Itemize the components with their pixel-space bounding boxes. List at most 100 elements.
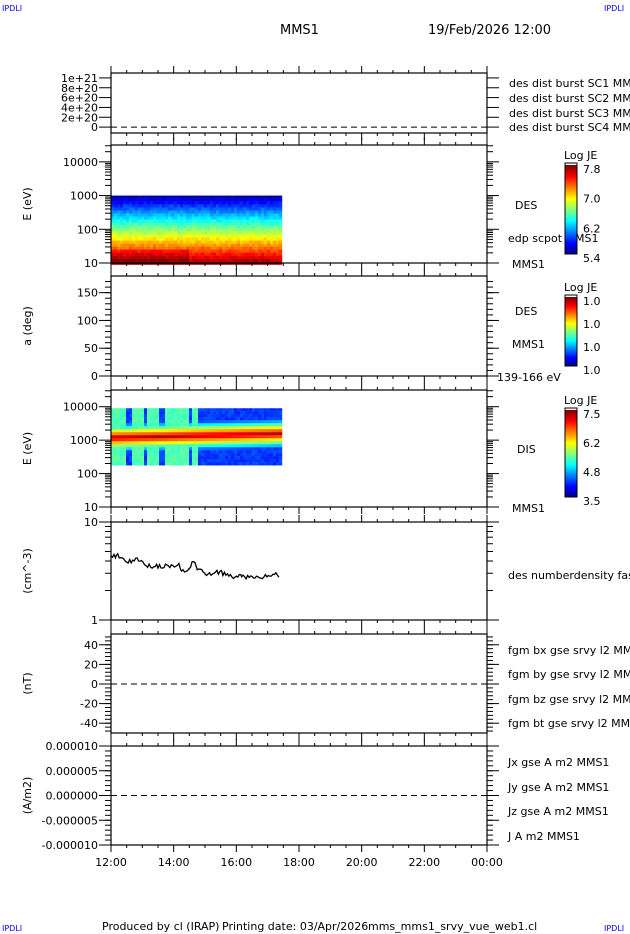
colorbar-segment [565,423,577,425]
spectrogram-cell [165,462,169,466]
colorbar-segment [565,487,577,489]
spectrogram-cell [123,201,127,205]
spectrogram-cell [201,219,205,223]
spectrogram-cell [162,408,166,412]
spectrogram-cell [129,216,133,220]
spectrogram-cell [111,414,115,418]
spectrogram-cell [258,195,262,199]
spectrogram-cell [114,420,118,424]
spectrogram-cell [252,426,256,430]
panel-frame [110,633,488,734]
spectrogram-cell [192,462,196,466]
spectrogram-cell [225,234,229,238]
spectrogram-cell [219,411,223,415]
spectrogram-cell [153,450,157,454]
spectrogram-cell [210,408,214,412]
spectrogram-cell [276,426,280,430]
spectrogram-cell [255,453,259,457]
spectrogram-cell [198,420,202,424]
spectrogram-cell [186,411,190,415]
spectrogram-cell [123,237,127,241]
spectrogram-cell [240,438,244,442]
spectrogram-cell [177,408,181,412]
spectrogram-cell [243,201,247,205]
spectrogram-cell [162,426,166,430]
spectrogram-cell [195,432,199,436]
spectrogram-cell [147,225,151,229]
spectrogram-cell [195,255,199,259]
spectrogram-cell [171,219,175,223]
spectrogram-cell [216,255,220,259]
spectrogram-cell [201,198,205,202]
spectrogram-cell [270,423,274,427]
spectrogram-cell [144,198,148,202]
spectrogram-cell [246,195,250,199]
spectrogram-cell [255,210,259,214]
spectrogram-cell [228,219,232,223]
spectrogram-cell [186,435,190,439]
spectrogram-cell [273,210,277,214]
spectrogram-cell [165,195,169,199]
spectrogram-cell [252,420,256,424]
spectrogram-cell [279,453,283,457]
spectrogram-cell [228,216,232,220]
spectrogram-cell [150,231,154,235]
spectrogram-cell [279,414,283,418]
spectrogram-cell [186,453,190,457]
spectrogram-cell [123,447,127,451]
spectrogram-cell [189,456,193,460]
spectrogram-cell [114,204,118,208]
spectrogram-cell [153,438,157,442]
spectrogram-cell [237,414,241,418]
spectrogram-cell [279,444,283,448]
spectrogram-cell [138,441,142,445]
spectrogram-cell [126,258,130,262]
spectrogram-cell [120,456,124,460]
spectrogram-cell [129,201,133,205]
spectrogram-cell [267,240,271,244]
colorbar-segment [565,417,577,419]
spectrogram-cell [192,255,196,259]
spectrogram-cell [189,207,193,211]
spectrogram-cell [210,234,214,238]
spectrogram-cell [243,255,247,259]
spectrogram-cell [153,237,157,241]
spectrogram-cell [159,444,163,448]
spectrogram-cell [213,408,217,412]
spectrogram-cell [252,216,256,220]
colorbar-frame [564,162,578,255]
spectrogram-cell [147,444,151,448]
spectrogram-cell [183,411,187,415]
spectrogram-cell [207,210,211,214]
spectrogram-cell [117,231,121,235]
spectrogram-cell [219,216,223,220]
spectrogram-cell [213,210,217,214]
spectrogram-cell [264,456,268,460]
spectrogram-cell [219,417,223,421]
spectrogram-cell [129,450,133,454]
spectrogram-cell [117,243,121,247]
spectrogram-cell [201,213,205,217]
spectrogram-cell [243,441,247,445]
colorbar-segment [565,357,577,359]
spectrogram-cell [210,447,214,451]
spectrogram-cell [168,408,172,412]
spectrogram-cell [231,414,235,418]
colorbar-segment [565,459,577,461]
colorbar-segment [565,472,577,474]
spectrogram-cell [162,228,166,232]
colorbar-segment [565,329,577,331]
spectrogram-cell [237,429,241,433]
spectrogram-cell [138,429,142,433]
colorbar-segment [565,481,577,483]
spectrogram-cell [273,252,277,256]
spectrogram-cell [198,423,202,427]
spectrogram-cell [192,201,196,205]
spectrogram-cell [237,453,241,457]
colorbar-segment [565,449,577,451]
spectrogram-cell [252,207,256,211]
spectrogram-cell [201,417,205,421]
spectrogram-cell [264,243,268,247]
spectrogram-cell [201,438,205,442]
spectrogram-cell [249,411,253,415]
